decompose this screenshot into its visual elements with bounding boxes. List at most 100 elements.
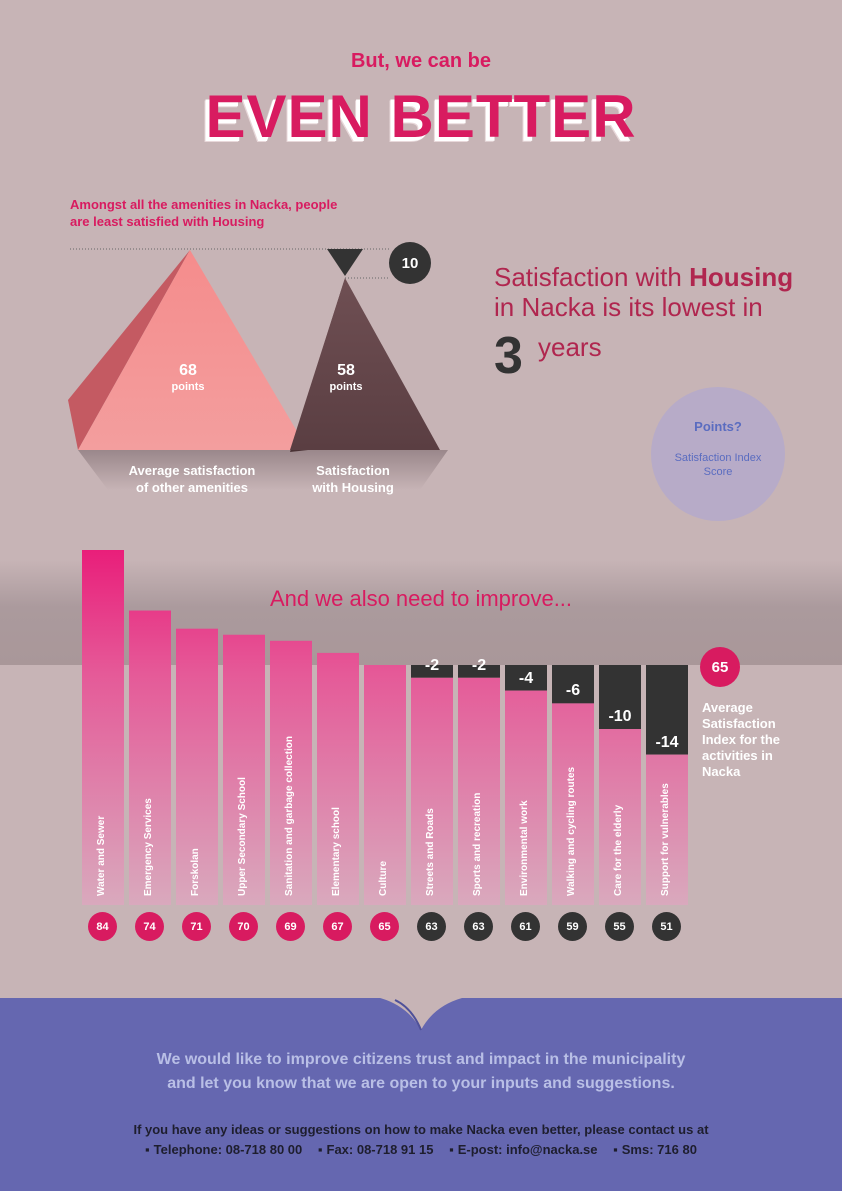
deficit-bar (458, 665, 500, 678)
intro-text: Amongst all the amenities in Nacka, peop… (70, 196, 370, 230)
footer-message-line-1: We would like to improve citizens trust … (156, 1051, 686, 1068)
bar (599, 729, 641, 905)
average-description: Average Satisfaction Index for the activ… (702, 700, 822, 780)
email-contact[interactable]: E-post: info@nacka.se (449, 1142, 597, 1157)
bar (129, 610, 171, 905)
average-score-badge: 65 (700, 647, 740, 687)
bar-category-label: Emergency Services (143, 798, 154, 896)
pyramid-shadow (78, 450, 448, 490)
bar-score-badge: 61 (511, 912, 540, 941)
telephone-contact[interactable]: Telephone: 08-718 80 00 (145, 1142, 302, 1157)
satisfaction-bar-chart (82, 550, 688, 905)
deficit-value: -2 (471, 656, 487, 674)
deficit-value: -4 (518, 669, 534, 687)
bar-category-label: Walking and cycling routes (566, 766, 577, 896)
intro-line-1: Amongst all the amenities in Nacka, peop… (70, 197, 338, 212)
footer-notch (380, 998, 462, 1031)
footer-message-line-2: and let you know that we are open to you… (167, 1075, 675, 1092)
deficit-value: -6 (565, 682, 581, 700)
points-info-title: Points? (694, 419, 742, 434)
points-info-circle: Points? Satisfaction Index Score (651, 387, 785, 521)
bar (411, 677, 453, 905)
difference-marker (327, 249, 363, 276)
deficit-bar (411, 665, 453, 678)
bar-score-badge: 70 (229, 912, 258, 941)
bar-category-label: Elementary school (331, 807, 342, 896)
bar-score-badge: 67 (323, 912, 352, 941)
housing-points-value: 58 (337, 362, 355, 379)
statement-unit: years (538, 332, 602, 362)
bar-score-badge: 69 (276, 912, 305, 941)
deficit-value: -14 (655, 733, 679, 751)
housing-label: Satisfaction with Housing (288, 462, 418, 496)
bar-category-label: Support for vulnerables (660, 783, 671, 896)
bar (364, 665, 406, 905)
bar (505, 690, 547, 905)
bar-category-label: Sanitation and garbage collection (284, 735, 295, 896)
contact-intro: If you have any ideas or suggestions on … (133, 1122, 709, 1137)
bar-score-badge: 55 (605, 912, 634, 941)
other-points-unit: points (171, 381, 205, 393)
average-line-3: Index for the (702, 732, 781, 747)
footer-message: We would like to improve citizens trust … (0, 1048, 842, 1096)
housing-statement: Satisfaction with Housing in Nacka is it… (494, 262, 834, 382)
sms-contact[interactable]: Sms: 716 80 (613, 1142, 697, 1157)
bar-score-badge: 71 (182, 912, 211, 941)
other-points-value: 68 (179, 362, 197, 379)
other-label-line-1: Average satisfaction (128, 463, 256, 478)
average-line-1: Average (702, 700, 753, 715)
housing-points-unit: points (329, 381, 363, 393)
bar-score-badge: 74 (135, 912, 164, 941)
housing-label-line-2: with Housing (312, 480, 394, 495)
bar (223, 634, 265, 905)
other-amenities-label: Average satisfaction of other amenities (112, 462, 272, 496)
bar-category-label: Upper Secondary School (237, 777, 248, 896)
bar-category-label: Sports and recreation (472, 792, 483, 896)
bar (82, 550, 124, 905)
deficit-bar (552, 665, 594, 704)
housing-label-line-1: Satisfaction (316, 463, 390, 478)
bar-category-label: Forskolan (190, 848, 201, 896)
bar-category-label: Water and Sewer (96, 815, 107, 896)
bar (646, 754, 688, 905)
bar (458, 677, 500, 905)
bar-category-label: Environmental work (519, 800, 530, 896)
footer-panel (0, 998, 842, 1191)
difference-badge: 10 (389, 242, 431, 284)
contact-details: Telephone: 08-718 80 00 Fax: 08-718 91 1… (0, 1142, 842, 1157)
pyramid-other-side (68, 250, 190, 450)
deficit-bar (505, 665, 547, 691)
average-line-4: activities in (702, 748, 773, 763)
statement-pre: Satisfaction with (494, 262, 690, 292)
pyramid-housing-face (290, 278, 440, 450)
other-label-line-2: of other amenities (136, 480, 248, 495)
bar (176, 628, 218, 905)
bars-group (82, 550, 688, 905)
average-line-2: Satisfaction (702, 716, 776, 731)
pyramid-other-face (78, 250, 308, 450)
bar-score-badge: 51 (652, 912, 681, 941)
bar-category-label: Care for the elderly (613, 804, 624, 896)
statement-number: 3 (494, 327, 523, 385)
bar-score-badge: 63 (464, 912, 493, 941)
deficit-value: -2 (424, 656, 440, 674)
deficit-bar (646, 665, 688, 755)
deficit-bar (599, 665, 641, 729)
statement-bold: Housing (689, 262, 794, 292)
fax-contact[interactable]: Fax: 08-718 91 15 (318, 1142, 434, 1157)
bar-score-badge: 84 (88, 912, 117, 941)
statement-line-1: Satisfaction with Housing (494, 262, 834, 292)
bar-category-label: Culture (378, 861, 389, 896)
points-info-line-2: Score (703, 466, 733, 478)
deficit-value: -10 (608, 708, 632, 725)
improve-title: And we also need to improve... (269, 586, 573, 611)
bar-score-badge: 63 (417, 912, 446, 941)
pyramid-comparison (68, 248, 448, 490)
bar (270, 640, 312, 905)
points-info-desc: Satisfaction Index Score (668, 451, 768, 479)
bar-category-label: Streets and Roads (425, 808, 436, 896)
headline: EVEN BETTER (205, 83, 637, 150)
statement-line-2: in Nacka is its lowest in (494, 292, 763, 322)
points-info-line-1: Satisfaction Index (674, 452, 762, 464)
